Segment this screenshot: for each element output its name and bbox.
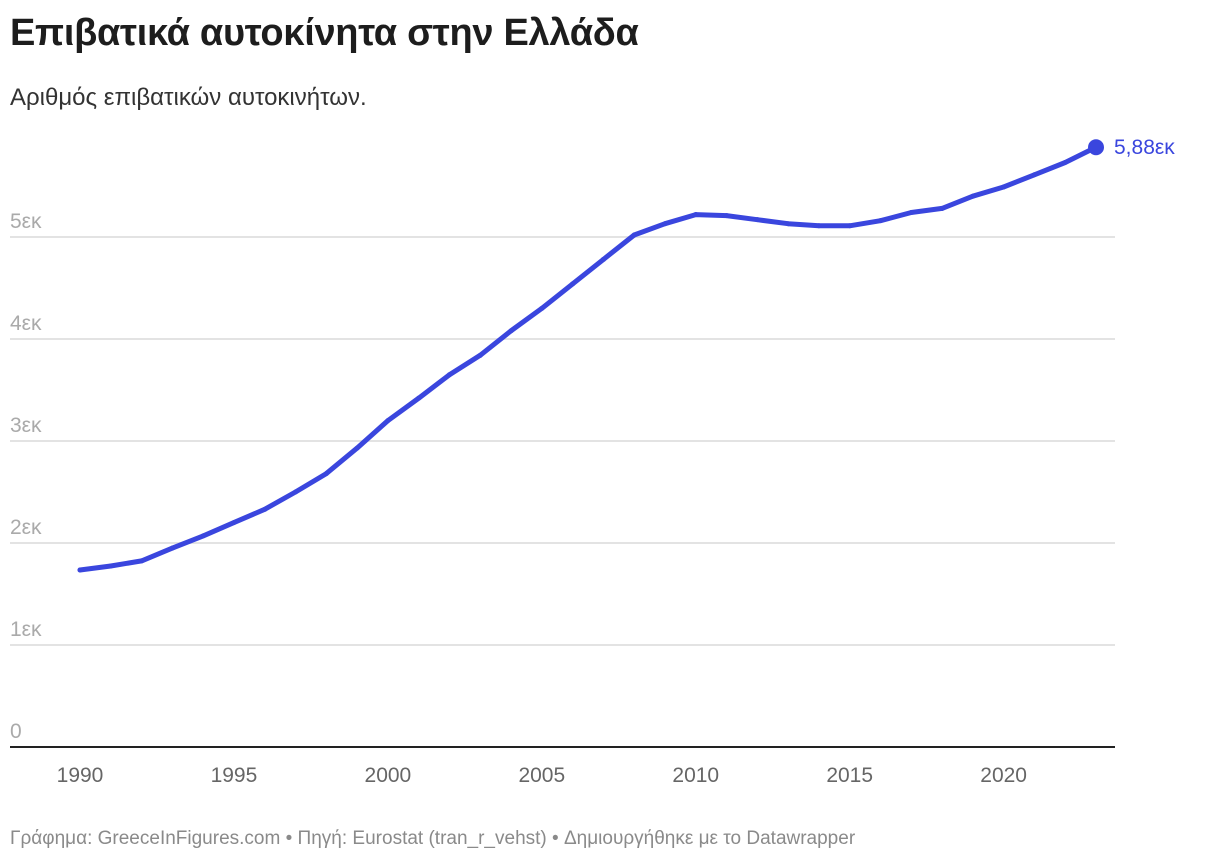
data-point (970, 193, 976, 199)
data-point (939, 205, 945, 211)
data-point (446, 372, 452, 378)
end-point-marker (1088, 139, 1104, 156)
y-tick-label: 5εκ (10, 210, 42, 233)
data-point (847, 223, 853, 229)
x-tick-label: 2020 (980, 764, 1027, 787)
end-value-label: 5,88εκ (1114, 136, 1175, 159)
data-point (200, 533, 206, 539)
data-point (600, 256, 606, 262)
data-point (1031, 172, 1037, 178)
data-point (908, 210, 914, 216)
data-point (354, 445, 360, 451)
footer-credits: Γράφημα: GreeceInFigures.com • Πηγή: Eur… (10, 828, 856, 849)
data-point (539, 305, 545, 311)
data-point (724, 213, 730, 219)
data-point (323, 471, 329, 477)
y-axis-ticks: 0 1εκ 2εκ 3εκ 4εκ 5εκ (10, 210, 42, 743)
data-point (816, 223, 822, 229)
series-line (77, 144, 1099, 573)
data-point (231, 520, 237, 526)
data-point (385, 418, 391, 424)
data-point (570, 281, 576, 287)
data-point (1062, 160, 1068, 166)
x-tick-label: 2000 (365, 764, 412, 787)
chart-subtitle: Αριθμός επιβατικών αυτοκινήτων. (10, 84, 367, 111)
series-points (77, 144, 1099, 573)
data-point (508, 328, 514, 334)
y-tick-label: 2εκ (10, 516, 42, 539)
y-tick-label: 3εκ (10, 414, 42, 437)
data-point (293, 489, 299, 495)
data-point (416, 395, 422, 401)
data-point (662, 221, 668, 227)
x-tick-label: 2010 (672, 764, 719, 787)
data-point (1001, 184, 1007, 190)
x-tick-label: 2015 (826, 764, 873, 787)
y-tick-label: 0 (10, 720, 22, 743)
data-point (139, 558, 145, 564)
data-point (108, 563, 114, 569)
data-point (477, 352, 483, 358)
x-tick-label: 1990 (57, 764, 104, 787)
data-point (693, 212, 699, 218)
y-tick-label: 4εκ (10, 312, 42, 335)
data-point (631, 232, 637, 238)
chart-title: Επιβατικά αυτοκίνητα στην Ελλάδα (10, 12, 639, 54)
data-point (754, 217, 760, 223)
data-point (262, 506, 268, 512)
data-point (77, 567, 83, 573)
data-point (785, 221, 791, 227)
x-tick-label: 2005 (518, 764, 565, 787)
x-axis-ticks: 1990 1995 2000 2005 2010 2015 2020 (57, 764, 1027, 787)
line-chart: 0 1εκ 2εκ 3εκ 4εκ 5εκ 1990 1995 2000 2005 2010 201… (10, 136, 1175, 787)
gridlines (10, 236, 1115, 646)
data-point (877, 218, 883, 224)
data-point (169, 545, 175, 551)
x-tick-label: 1995 (211, 764, 258, 787)
y-tick-label: 1εκ (10, 618, 42, 641)
